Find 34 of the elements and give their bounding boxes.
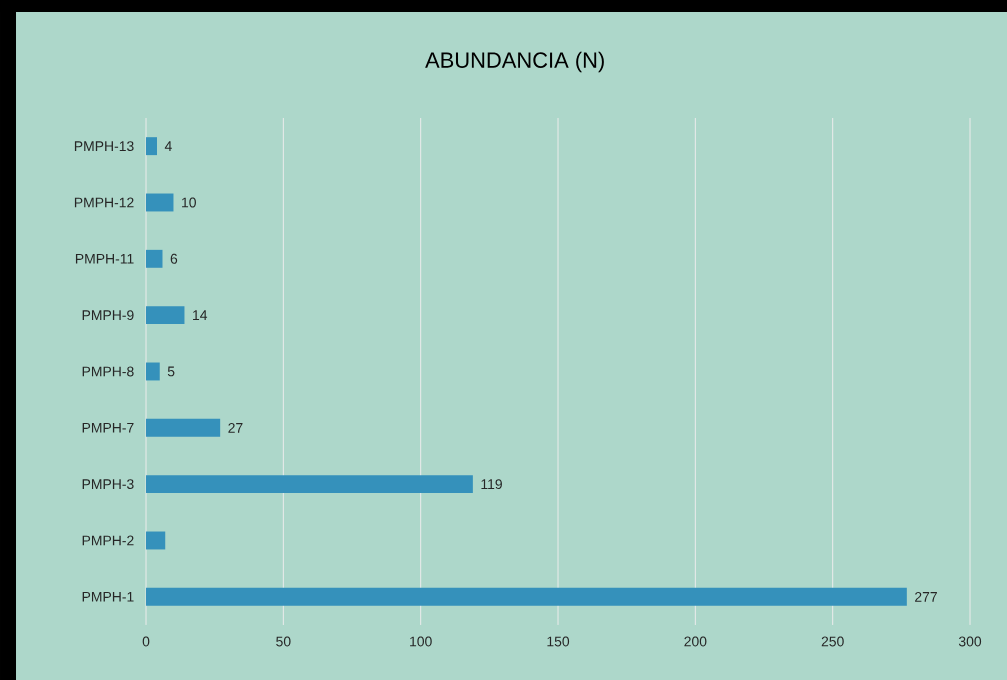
y-tick-label: PMPH-8 bbox=[82, 366, 134, 377]
y-tick-label: PMPH-11 bbox=[75, 254, 134, 264]
x-tick-label: 150 bbox=[547, 636, 570, 647]
bar bbox=[146, 587, 907, 606]
x-tick-label: 250 bbox=[821, 636, 844, 647]
y-tick-label: PMPH-9 bbox=[82, 310, 134, 321]
data-label: 277 bbox=[915, 591, 937, 602]
data-label: 6 bbox=[170, 253, 178, 264]
x-tick-label: 50 bbox=[276, 636, 291, 647]
bar bbox=[146, 418, 221, 437]
bar bbox=[146, 137, 157, 156]
bar bbox=[146, 362, 160, 381]
bar bbox=[146, 306, 185, 325]
data-label: 14 bbox=[193, 310, 208, 320]
data-label: 27 bbox=[228, 422, 243, 433]
bar bbox=[146, 531, 166, 550]
y-tick-label: PMPH-13 bbox=[74, 141, 134, 152]
chart-title: ABUNDANCIA (N) bbox=[425, 51, 604, 73]
x-tick-label: 300 bbox=[958, 636, 982, 647]
y-tick-label: PMPH-3 bbox=[82, 479, 134, 490]
data-label: 10 bbox=[182, 197, 196, 208]
bar bbox=[146, 475, 473, 494]
y-tick-label: PMPH-2 bbox=[82, 535, 134, 546]
y-tick-label: PMPH-7 bbox=[82, 423, 134, 433]
y-tick-label: PMPH-12 bbox=[74, 197, 134, 208]
x-tick-label: 200 bbox=[684, 636, 707, 647]
x-tick-label: 100 bbox=[410, 636, 432, 647]
bar bbox=[146, 249, 163, 268]
data-label: 4 bbox=[164, 141, 172, 151]
y-tick-label: PMPH-1 bbox=[82, 592, 134, 602]
x-tick-label: 0 bbox=[142, 636, 150, 647]
bar bbox=[146, 193, 174, 212]
data-label: 119 bbox=[481, 479, 502, 490]
data-label: 5 bbox=[167, 366, 175, 377]
